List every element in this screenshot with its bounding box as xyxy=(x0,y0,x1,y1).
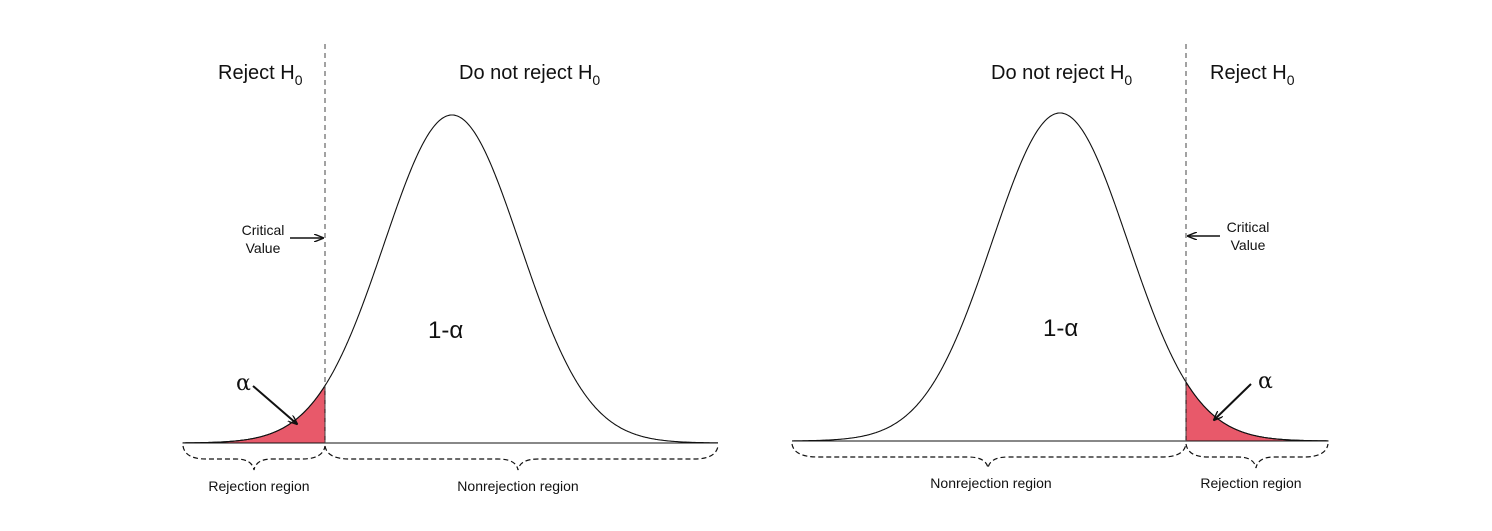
right-nonrejection-region-label: Nonrejection region xyxy=(930,475,1051,491)
right-confidence-label: 1-α xyxy=(1043,315,1078,342)
left-alpha-label: α xyxy=(236,371,251,396)
right-critical-label-line1: Critical xyxy=(1227,219,1270,235)
right-rejection-region-label: Rejection region xyxy=(1200,475,1301,491)
left-reject-label: Reject H0 xyxy=(218,62,303,88)
left-accept-label: Do not reject H0 xyxy=(459,62,600,88)
left-rejection-area xyxy=(182,384,326,444)
right-rejection-brace xyxy=(1185,443,1329,469)
left-rejection-region-label: Rejection region xyxy=(208,478,309,494)
right-panel: Do not reject H0 Reject H0 Critical Valu… xyxy=(791,44,1329,491)
left-panel: Reject H0 Do not reject H0 Critical Valu… xyxy=(182,44,719,494)
right-reject-label: Reject H0 xyxy=(1210,62,1295,88)
left-alpha-arrow xyxy=(252,385,297,424)
left-confidence-label: 1-α xyxy=(428,317,463,344)
left-nonrejection-region-label: Nonrejection region xyxy=(457,478,578,494)
right-accept-label: Do not reject H0 xyxy=(991,62,1132,88)
right-nonrejection-brace xyxy=(791,443,1187,469)
left-critical-label-line1: Critical xyxy=(242,222,285,238)
right-distribution-curve xyxy=(792,112,1328,442)
right-critical-label-line2: Value xyxy=(1231,237,1266,253)
right-rejection-area xyxy=(1185,380,1329,442)
left-nonrejection-brace xyxy=(324,445,719,471)
left-critical-label-line2: Value xyxy=(246,240,281,256)
right-alpha-arrow xyxy=(1214,383,1252,420)
left-rejection-brace xyxy=(182,445,326,471)
left-distribution-curve xyxy=(183,114,718,444)
right-alpha-label: α xyxy=(1258,369,1273,394)
